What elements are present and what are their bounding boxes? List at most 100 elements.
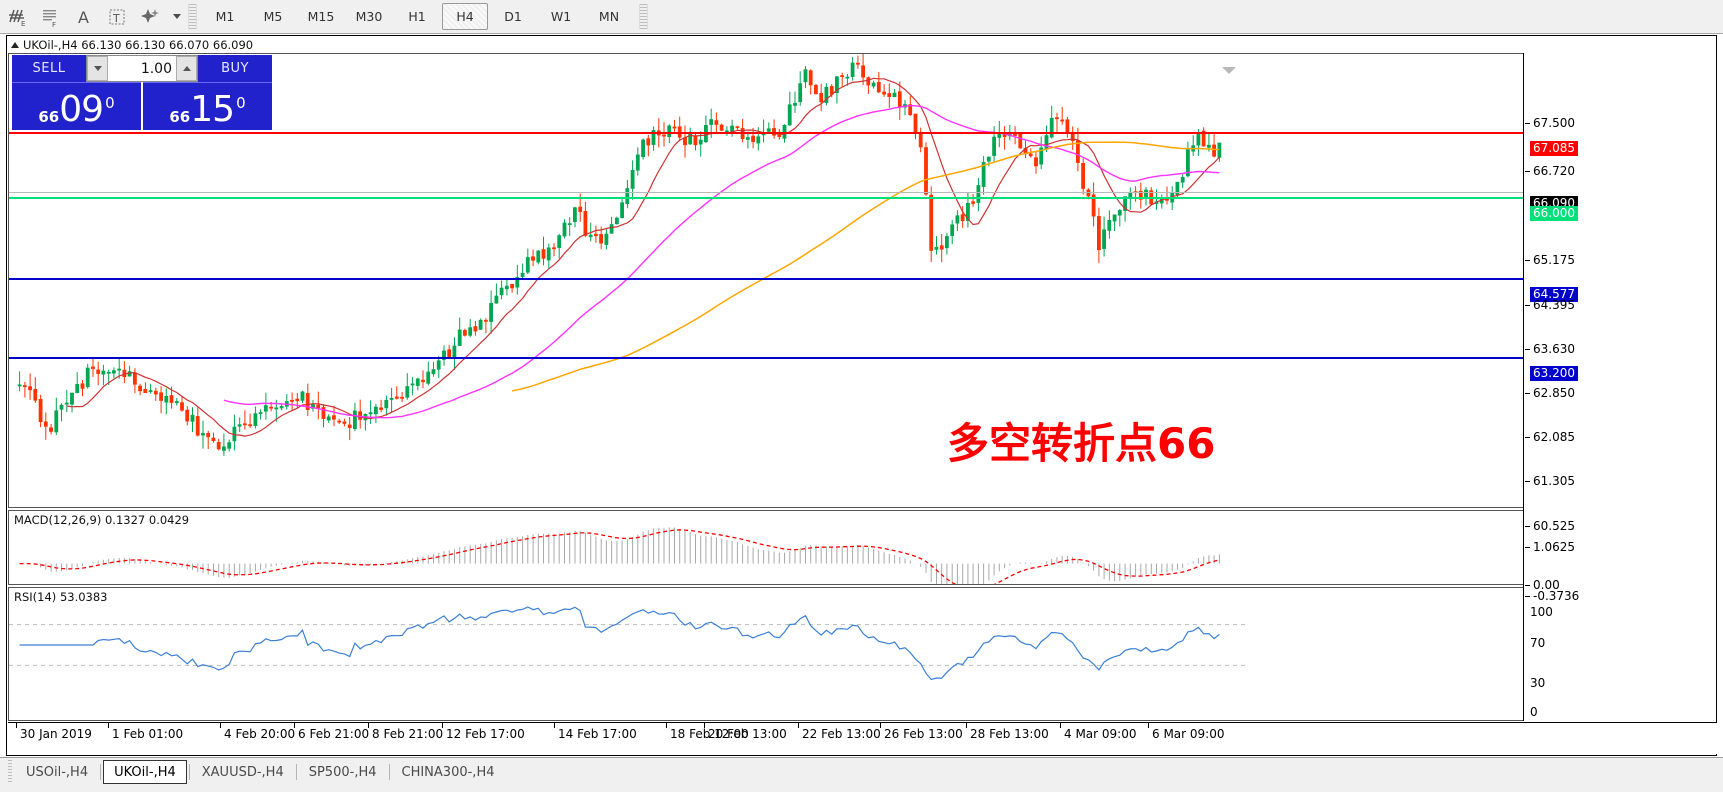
symbol-tab-china300h4[interactable]: CHINA300-,H4 xyxy=(401,764,495,780)
time-tick-mark xyxy=(1060,723,1061,728)
buy-price-fraction: 0 xyxy=(236,94,246,112)
svg-text:F: F xyxy=(52,21,56,29)
timeframe-button-m30[interactable]: M30 xyxy=(355,9,383,24)
level-line-resistance xyxy=(9,132,1523,134)
timeframe-button-m15[interactable]: M15 xyxy=(307,9,335,24)
candlestick-chart xyxy=(17,54,1222,456)
volume-increase-icon[interactable] xyxy=(176,56,197,81)
toolbar-divider-2 xyxy=(639,4,648,29)
price-tick: 63.630 xyxy=(1525,343,1575,355)
symbol-tab-usoilh4[interactable]: USOil-,H4 xyxy=(26,764,89,780)
rsi-tick: 30 xyxy=(1530,676,1546,690)
macd-tick: -0.3736 xyxy=(1525,590,1579,602)
symbol-tabbar: USOil-,H4 UKOil-,H4 XAUUSD-,H4 SP500-,H4 CHI… xyxy=(0,757,1723,792)
buy-price-display[interactable]: 66 15 0 xyxy=(143,82,272,130)
buy-price-main: 15 xyxy=(190,89,235,130)
time-tick-mark xyxy=(554,723,555,728)
one-click-trading-panel[interactable]: SELL 1.00 BUY 66 09 0 66 15 0 xyxy=(12,55,272,130)
symbol-tab-ukoilh4[interactable]: UKOil-,H4 xyxy=(103,760,187,784)
sell-price-display[interactable]: 66 09 0 xyxy=(12,82,141,130)
time-tick-label: 18 Feb 12:00 xyxy=(670,727,749,741)
templates-icon[interactable]: F xyxy=(36,3,66,30)
timeframe-button-w1[interactable]: W1 xyxy=(550,9,572,24)
timeframe-button-m1[interactable]: M1 xyxy=(215,9,235,24)
price-label-box: 66.000 xyxy=(1530,206,1578,221)
svg-text:E: E xyxy=(21,20,25,28)
text-label-icon[interactable]: T xyxy=(102,3,132,30)
chart-frame: UKOil-,H4 66.130 66.130 66.070 66.090 多空… xyxy=(6,35,1717,756)
timeframe-button-m5[interactable]: M5 xyxy=(263,9,283,24)
price-tick: 62.085 xyxy=(1525,431,1575,443)
symbol-ohlc-text: UKOil-,H4 66.130 66.130 66.070 66.090 xyxy=(23,37,254,52)
text-tool-icon[interactable]: A xyxy=(69,3,99,30)
time-tick-mark xyxy=(704,723,705,728)
time-tick-label: 12 Feb 17:00 xyxy=(446,727,525,741)
rsi-label: RSI(14) 53.0383 xyxy=(14,590,108,604)
price-label-box: 63.200 xyxy=(1530,366,1578,381)
objects-icon[interactable] xyxy=(135,3,165,30)
sell-button[interactable]: SELL xyxy=(12,55,86,82)
price-tick: 60.525 xyxy=(1525,520,1575,532)
chart-shift-marker-icon[interactable] xyxy=(1222,67,1236,74)
objects-dropdown-icon[interactable] xyxy=(168,3,184,30)
timeframe-button-mn[interactable]: MN xyxy=(598,9,620,24)
price-tick: 66.720 xyxy=(1525,165,1575,177)
time-scale[interactable]: 30 Jan 2019 1 Feb 01:00 4 Feb 20:00 6 Feb 2… xyxy=(8,722,1717,754)
sell-price-prefix: 66 xyxy=(38,108,60,126)
time-tick-mark xyxy=(442,723,443,728)
time-tick-label: 6 Mar 09:00 xyxy=(1152,727,1225,741)
svg-text:A: A xyxy=(78,8,89,27)
time-tick-label: 30 Jan 2019 xyxy=(20,727,92,741)
level-line-support-1 xyxy=(9,278,1523,280)
price-tick: 64.395 xyxy=(1525,299,1575,311)
level-line-pivot xyxy=(9,197,1523,199)
rsi-chart xyxy=(9,606,1249,681)
time-tick-mark xyxy=(294,723,295,728)
price-tick: 61.305 xyxy=(1525,475,1575,487)
time-tick-label: 22 Feb 13:00 xyxy=(802,727,881,741)
time-tick-mark xyxy=(1148,723,1149,728)
time-tick-label: 4 Feb 20:00 xyxy=(224,727,296,741)
time-tick-mark xyxy=(108,723,109,728)
time-tick-mark xyxy=(880,723,881,728)
buy-button[interactable]: BUY xyxy=(198,55,272,82)
sell-price-main: 09 xyxy=(59,89,104,130)
indicators-icon[interactable]: E xyxy=(3,3,33,30)
time-tick-label: 1 Feb 01:00 xyxy=(112,727,184,741)
time-tick-mark xyxy=(368,723,369,728)
volume-stepper[interactable]: 1.00 xyxy=(86,55,198,82)
timeframe-button-h1[interactable]: H1 xyxy=(408,9,426,24)
sell-price-fraction: 0 xyxy=(105,94,115,112)
macd-chart xyxy=(19,527,1220,584)
time-tick-label: 20 Feb 13:00 xyxy=(708,727,787,741)
price-tick: 65.175 xyxy=(1525,254,1575,266)
level-line-bid xyxy=(9,192,1523,193)
symbol-tab-xauusdh4[interactable]: XAUUSD-,H4 xyxy=(201,764,284,780)
timeframe-button-d1[interactable]: D1 xyxy=(504,9,522,24)
time-tick-label: 8 Feb 21:00 xyxy=(372,727,444,741)
price-tick: 62.850 xyxy=(1525,387,1575,399)
price-scale[interactable]: 67.500 67.085 66.720 66.090 66.000 65.175 64.5… xyxy=(1525,53,1716,721)
svg-text:T: T xyxy=(112,12,120,25)
time-tick-label: 26 Feb 13:00 xyxy=(884,727,963,741)
time-tick-mark xyxy=(798,723,799,728)
symbol-ohlc-line: UKOil-,H4 66.130 66.130 66.070 66.090 xyxy=(8,37,253,52)
price-tick: 67.500 xyxy=(1525,117,1575,129)
expand-triangle-icon[interactable] xyxy=(11,41,19,48)
tab-divider xyxy=(100,764,102,780)
symbol-tab-sp500h4[interactable]: SP500-,H4 xyxy=(308,764,377,780)
volume-decrease-icon[interactable] xyxy=(87,56,108,81)
tab-divider xyxy=(388,764,390,780)
volume-input[interactable]: 1.00 xyxy=(108,56,176,81)
tab-divider xyxy=(295,764,297,780)
tabbar-grip[interactable] xyxy=(8,760,12,782)
macd-tick: 0.00 xyxy=(1525,579,1560,591)
chart-annotation-text: 多空转折点66 xyxy=(947,419,1216,468)
macd-label: MACD(12,26,9) 0.1327 0.0429 xyxy=(14,513,190,527)
main-toolbar: E F A T xyxy=(0,0,1723,34)
time-tick-mark xyxy=(966,723,967,728)
macd-pane[interactable]: MACD(12,26,9) 0.1327 0.0429 xyxy=(8,510,1524,585)
rsi-pane[interactable]: RSI(14) 53.0383 xyxy=(8,587,1524,721)
time-tick-label: 4 Mar 09:00 xyxy=(1064,727,1137,741)
timeframe-button-h4[interactable]: H4 xyxy=(442,3,488,30)
